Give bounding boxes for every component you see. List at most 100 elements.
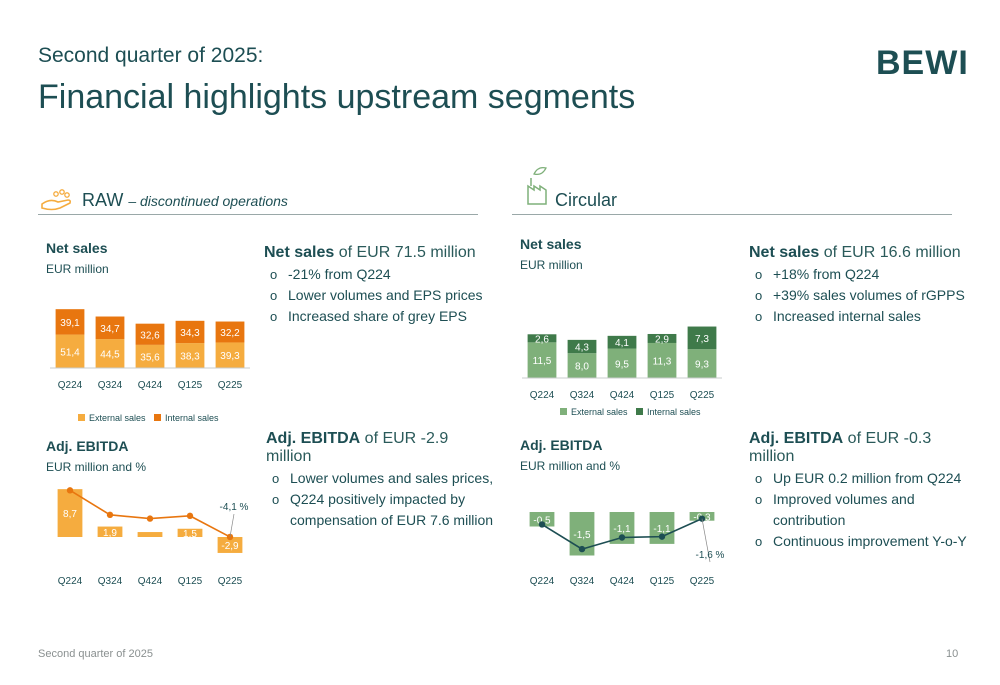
recycling-factory-icon xyxy=(527,166,547,205)
margin-point xyxy=(146,515,154,522)
data-label: -2,9 xyxy=(221,541,239,552)
bullet-item: Continuous improvement Y-o-Y xyxy=(749,531,979,552)
page-number: 10 xyxy=(946,648,959,660)
ebitda-bar xyxy=(177,528,203,537)
circular-net-sales-heading: Net sales xyxy=(520,236,582,252)
circular-ebitda-unit: EUR million and % xyxy=(520,459,621,473)
raw-eb-bullet-value: of EUR -2.9 million xyxy=(266,430,449,465)
x-tick-label: Q224 xyxy=(58,576,83,587)
circular-ebitda-heading: Adj. EBITDA xyxy=(520,437,603,453)
bar-external xyxy=(527,342,557,378)
margin-point xyxy=(106,511,114,519)
circular-ebitda-chart: -0,5Q224-1,5Q324-1,1Q424-1,1Q125-0,3Q225… xyxy=(529,512,725,587)
circular-divider xyxy=(512,214,952,215)
raw-title: RAW xyxy=(82,190,124,210)
margin-point xyxy=(66,487,74,494)
circ-eb-bullet-value: of EUR -0.3 million xyxy=(749,430,932,465)
data-label: 4,1 xyxy=(615,338,629,349)
annotation-leader xyxy=(701,518,711,563)
bar-external xyxy=(647,342,677,378)
raw-net-sales-heading: Net sales xyxy=(46,240,108,256)
raw-ebitda-chart: 8,7 Q224 1,9 Q324 Q424 1,5 Q125 -2,9 Q225 -4,1 % xyxy=(57,487,249,587)
x-tick-label: Q125 xyxy=(650,576,675,587)
bar-internal xyxy=(687,326,717,350)
data-label: -1,1 xyxy=(613,524,631,535)
page-title: Financial highlights upstream segments xyxy=(38,78,636,116)
data-label: 38,3 xyxy=(180,352,200,363)
margin-point xyxy=(226,533,234,541)
data-label: 11,3 xyxy=(653,356,672,367)
raw-ns-bullet-head: Net sales xyxy=(264,244,335,261)
circular-net-sales-summary: Net sales of EUR 16.6 million +18% from … xyxy=(749,244,979,327)
x-tick-label: Q225 xyxy=(218,380,243,391)
raw-title-suffix: – discontinued operations xyxy=(128,193,288,209)
bullet-item: -21% from Q224 xyxy=(264,264,494,285)
ebitda-bar xyxy=(57,489,83,537)
ebitda-bar xyxy=(217,537,243,553)
circular-section-title: Circular xyxy=(555,190,618,210)
legend-swatch-external xyxy=(560,408,567,415)
margin-annotation: -4,1 % xyxy=(220,502,249,513)
data-label: 2,9 xyxy=(655,334,669,345)
x-tick-label: Q125 xyxy=(178,576,203,587)
bar-internal xyxy=(215,321,245,343)
data-label: 34,3 xyxy=(180,328,200,339)
margin-point xyxy=(658,533,666,540)
raw-net-sales-summary: Net sales of EUR 71.5 million -21% from … xyxy=(264,244,494,327)
bar-external xyxy=(175,343,205,368)
margin-point xyxy=(618,534,626,541)
company-logo: BEWI xyxy=(876,44,969,82)
x-tick-label: Q224 xyxy=(58,380,83,391)
bar-external xyxy=(607,348,637,378)
legend-swatch-internal xyxy=(154,414,161,421)
bar-external xyxy=(567,353,597,378)
bar-external xyxy=(95,339,125,368)
bullet-item: Lower volumes and sales prices, xyxy=(266,468,496,489)
data-label: 32,2 xyxy=(220,328,240,339)
data-label: 1,5 xyxy=(183,529,197,540)
x-tick-label: Q424 xyxy=(610,390,635,401)
bullet-item: +39% sales volumes of rGPPS xyxy=(749,285,979,306)
ebitda-bar xyxy=(97,526,123,537)
x-tick-label: Q125 xyxy=(650,390,675,401)
circ-eb-bullet-head: Adj. EBITDA xyxy=(749,430,844,447)
x-tick-label: Q224 xyxy=(530,390,555,401)
raw-divider xyxy=(38,214,478,215)
page-subtitle: Second quarter of 2025: xyxy=(38,44,264,67)
legend-label: External sales xyxy=(89,413,146,423)
data-label: -0,5 xyxy=(533,515,551,526)
ebitda-bar xyxy=(137,532,163,537)
data-label: 2,6 xyxy=(535,334,549,345)
data-label: 35,6 xyxy=(140,352,160,363)
bar-external xyxy=(135,344,165,368)
data-label: 9,5 xyxy=(615,359,629,370)
legend-label: External sales xyxy=(571,407,628,417)
data-label: 9,3 xyxy=(695,360,709,371)
legend-label: Internal sales xyxy=(165,413,219,423)
x-tick-label: Q324 xyxy=(570,576,595,587)
bullet-item: Increased share of grey EPS xyxy=(264,306,494,327)
data-label: 8,7 xyxy=(63,509,77,520)
bar-internal xyxy=(527,334,557,343)
legend-swatch-external xyxy=(78,414,85,421)
raw-ebitda-summary: Adj. EBITDA of EUR -2.9 million Lower vo… xyxy=(266,430,496,531)
bullet-item: +18% from Q224 xyxy=(749,264,979,285)
bullet-item: Lower volumes and EPS prices xyxy=(264,285,494,306)
x-tick-label: Q424 xyxy=(610,576,635,587)
raw-ebitda-heading: Adj. EBITDA xyxy=(46,438,129,454)
circular-net-sales-chart: 11,5 2,6 Q224 8,0 4,3 Q324 9,5 4,1 Q424 11,3 2,9 Q1… xyxy=(522,326,722,417)
data-label: 1,9 xyxy=(103,528,117,539)
raw-ebitda-unit: EUR million and % xyxy=(46,460,147,474)
raw-net-sales-chart: 51,4 39,1 Q224 44,5 34,7 Q324 35,6 32,6 Q424 38,3… xyxy=(50,309,250,423)
x-tick-label: Q225 xyxy=(218,576,243,587)
x-tick-label: Q225 xyxy=(690,390,715,401)
bar-internal xyxy=(135,323,165,345)
bar-internal xyxy=(607,335,637,349)
bar-internal xyxy=(567,339,597,354)
margin-point xyxy=(538,521,546,528)
data-label: 32,6 xyxy=(140,330,160,341)
legend-swatch-internal xyxy=(636,408,643,415)
legend-label: Internal sales xyxy=(647,407,701,417)
data-label: 51,4 xyxy=(60,347,80,358)
data-label: 11,5 xyxy=(533,356,552,367)
